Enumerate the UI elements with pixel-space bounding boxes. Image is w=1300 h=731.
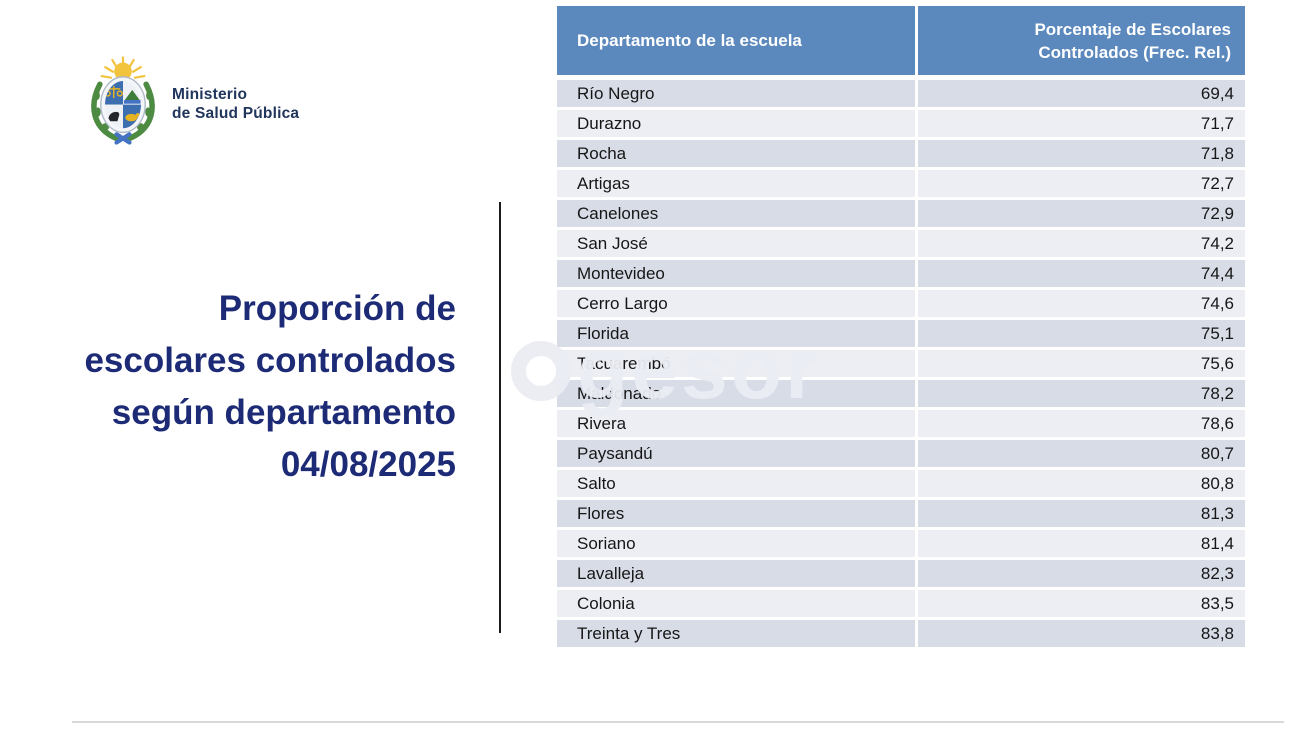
department-cell: Montevideo bbox=[577, 263, 665, 283]
table-row: Rivera 78,6 bbox=[557, 410, 1245, 440]
percentage-cell: 75,1 bbox=[915, 320, 1245, 347]
vertical-divider bbox=[499, 202, 501, 633]
department-cell: Treinta y Tres bbox=[577, 623, 681, 643]
percentage-cell: 83,8 bbox=[915, 620, 1245, 647]
percentage-cell: 72,7 bbox=[915, 170, 1245, 197]
department-cell: Florida bbox=[577, 323, 629, 343]
header-percentage-line1: Porcentaje de Escolares bbox=[1034, 19, 1231, 39]
table-row: Flores 81,3 bbox=[557, 500, 1245, 530]
departments-table: Departamento de la escuela Porcentaje de… bbox=[557, 6, 1245, 650]
table-row: Treinta y Tres 83,8 bbox=[557, 620, 1245, 650]
percentage-cell: 72,9 bbox=[915, 200, 1245, 227]
table-row: Paysandú 80,7 bbox=[557, 440, 1245, 470]
department-cell: Rivera bbox=[577, 413, 627, 433]
percentage-cell: 71,8 bbox=[915, 140, 1245, 167]
table-header-row: Departamento de la escuela Porcentaje de… bbox=[557, 6, 1245, 80]
percentage-cell: 74,4 bbox=[915, 260, 1245, 287]
percentage-cell: 78,6 bbox=[915, 410, 1245, 437]
percentage-cell: 82,3 bbox=[915, 560, 1245, 587]
percentage-cell: 71,7 bbox=[915, 110, 1245, 137]
table-row: Tacuarembó 75,6 bbox=[557, 350, 1245, 380]
title-line-1: Proporción de bbox=[218, 289, 456, 328]
table-row: Salto 80,8 bbox=[557, 470, 1245, 500]
table-row: Artigas 72,7 bbox=[557, 170, 1245, 200]
title-line-3: según departamento bbox=[111, 393, 456, 432]
percentage-cell: 80,8 bbox=[915, 470, 1245, 497]
page-title: Proporción de escolares controlados segú… bbox=[28, 283, 456, 491]
department-cell: Canelones bbox=[577, 203, 659, 223]
ministry-name-line2: de Salud Pública bbox=[172, 105, 300, 122]
department-cell: Maldonado bbox=[577, 383, 662, 403]
table-row: Montevideo 74,4 bbox=[557, 260, 1245, 290]
department-cell: Flores bbox=[577, 503, 625, 523]
bottom-rule bbox=[72, 721, 1284, 723]
table-row: San José 74,2 bbox=[557, 230, 1245, 260]
department-cell: Rocha bbox=[577, 143, 627, 163]
percentage-cell: 74,6 bbox=[915, 290, 1245, 317]
percentage-cell: 78,2 bbox=[915, 380, 1245, 407]
title-line-2: escolares controlados bbox=[84, 341, 456, 380]
header-percentage: Porcentaje de Escolares Controlados (Fre… bbox=[915, 6, 1245, 75]
ministry-logo: Ministerio de Salud Pública bbox=[86, 54, 299, 146]
percentage-cell: 81,4 bbox=[915, 530, 1245, 557]
table-row: Soriano 81,4 bbox=[557, 530, 1245, 560]
department-cell: Río Negro bbox=[577, 83, 655, 103]
department-cell: Salto bbox=[577, 473, 616, 493]
department-cell: Colonia bbox=[577, 593, 635, 613]
header-percentage-line2: Controlados (Frec. Rel.) bbox=[1038, 42, 1231, 62]
percentage-cell: 74,2 bbox=[915, 230, 1245, 257]
department-cell: San José bbox=[577, 233, 648, 253]
table-row: Colonia 83,5 bbox=[557, 590, 1245, 620]
table-body: Río Negro 69,4 Durazno 71,7 Rocha 71,8 Artigas… bbox=[557, 80, 1245, 650]
table-row: Río Negro 69,4 bbox=[557, 80, 1245, 110]
department-cell: Tacuarembó bbox=[577, 353, 671, 373]
percentage-cell: 80,7 bbox=[915, 440, 1245, 467]
department-cell: Durazno bbox=[577, 113, 642, 133]
uruguay-coat-of-arms-icon bbox=[86, 54, 160, 146]
ministry-name-line1: Ministerio bbox=[172, 86, 248, 103]
department-cell: Artigas bbox=[577, 173, 630, 193]
header-department: Departamento de la escuela bbox=[577, 30, 802, 50]
table-row: Florida 75,1 bbox=[557, 320, 1245, 350]
percentage-cell: 75,6 bbox=[915, 350, 1245, 377]
ministry-name: Ministerio de Salud Pública bbox=[172, 85, 299, 123]
table-row: Canelones 72,9 bbox=[557, 200, 1245, 230]
department-cell: Lavalleja bbox=[577, 563, 645, 583]
title-date: 04/08/2025 bbox=[280, 445, 456, 484]
table-row: Lavalleja 82,3 bbox=[557, 560, 1245, 590]
table-row: Rocha 71,8 bbox=[557, 140, 1245, 170]
table-row: Cerro Largo 74,6 bbox=[557, 290, 1245, 320]
department-cell: Cerro Largo bbox=[577, 293, 668, 313]
percentage-cell: 83,5 bbox=[915, 590, 1245, 617]
percentage-cell: 69,4 bbox=[915, 80, 1245, 107]
department-cell: Soriano bbox=[577, 533, 636, 553]
table-row: Maldonado 78,2 bbox=[557, 380, 1245, 410]
table-row: Durazno 71,7 bbox=[557, 110, 1245, 140]
percentage-cell: 81,3 bbox=[915, 500, 1245, 527]
department-cell: Paysandú bbox=[577, 443, 653, 463]
